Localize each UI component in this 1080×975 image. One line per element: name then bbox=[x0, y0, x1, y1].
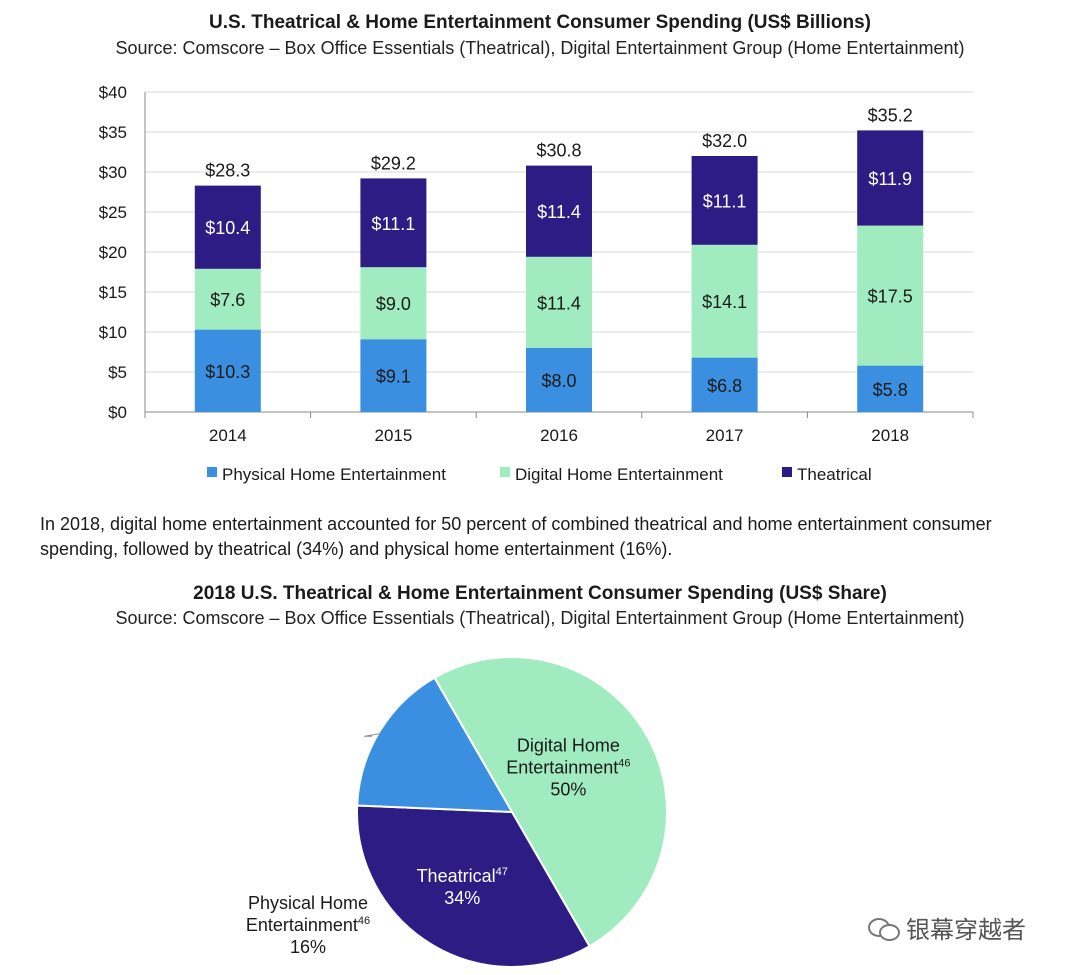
bar-segment bbox=[857, 130, 924, 226]
y-tick-label: $15 bbox=[99, 283, 127, 302]
bar-segment bbox=[194, 329, 261, 412]
theatrical-label: Theatrical47 bbox=[417, 866, 508, 886]
physical-percent: 16% bbox=[290, 937, 326, 957]
legend-swatch bbox=[207, 467, 217, 477]
theatrical-percent: 34% bbox=[444, 888, 480, 908]
x-tick-label: 2015 bbox=[374, 426, 412, 445]
pie-chart-title: 2018 U.S. Theatrical & Home Entertainmen… bbox=[193, 583, 887, 604]
y-tick-label: $35 bbox=[99, 123, 127, 142]
summary-paragraph: In 2018, digital home entertainment acco… bbox=[40, 514, 992, 559]
total-label: $28.3 bbox=[205, 161, 250, 181]
y-tick-label: $20 bbox=[99, 243, 127, 262]
watermark: 银幕穿越者 bbox=[868, 910, 1026, 945]
digital-percent: 50% bbox=[550, 779, 586, 799]
physical-label: Entertainment46 bbox=[246, 915, 370, 935]
data-label: $11.9 bbox=[868, 169, 912, 189]
y-tick-label: $10 bbox=[99, 323, 127, 342]
total-label: $32.0 bbox=[702, 131, 747, 151]
data-label: $6.8 bbox=[707, 376, 742, 396]
leader-line bbox=[363, 732, 383, 737]
y-tick-label: $30 bbox=[99, 163, 127, 182]
data-label: $10.4 bbox=[205, 218, 250, 238]
x-tick-label: 2018 bbox=[871, 426, 909, 445]
y-tick-label: $25 bbox=[99, 203, 127, 222]
legend-swatch bbox=[500, 467, 510, 477]
total-label: $30.8 bbox=[536, 141, 581, 161]
bar-segment bbox=[360, 339, 427, 412]
digital-superscript: 46 bbox=[618, 757, 630, 769]
data-label: $9.1 bbox=[376, 367, 411, 387]
pie-slice bbox=[356, 676, 514, 814]
digital-label: Entertainment46 bbox=[506, 757, 630, 777]
bar-segment bbox=[360, 178, 427, 268]
x-tick-label: 2014 bbox=[209, 426, 247, 445]
total-label: $35.2 bbox=[868, 105, 913, 125]
stacked-bar-chart: $0 $5 $10 $15 $20 $25 $30 $35 $40 $10.3 $7.6 $10.4 $… bbox=[99, 83, 974, 484]
data-label: $11.1 bbox=[703, 191, 747, 211]
legend-label: Theatrical bbox=[797, 465, 872, 484]
data-label: $7.6 bbox=[210, 290, 245, 310]
data-label: $10.3 bbox=[205, 362, 250, 382]
data-label: $9.0 bbox=[376, 294, 411, 314]
data-label: $14.1 bbox=[702, 292, 747, 312]
bar-segment bbox=[194, 268, 261, 330]
bar-segment bbox=[526, 165, 592, 257]
data-label: $11.4 bbox=[537, 293, 581, 313]
pie-slice bbox=[433, 656, 668, 948]
legend-swatch bbox=[782, 467, 792, 477]
bar-segment bbox=[360, 267, 427, 340]
bar-chart-title: U.S. Theatrical & Home Entertainment Con… bbox=[209, 12, 871, 33]
bar-segment bbox=[857, 225, 924, 366]
total-label: $29.2 bbox=[371, 153, 416, 173]
watermark-text: 银幕穿越者 bbox=[906, 916, 1026, 944]
physical-label: Physical Home bbox=[248, 893, 368, 913]
bar-segment bbox=[526, 348, 592, 412]
bar-segment bbox=[194, 185, 261, 269]
pie-chart-subtitle: Source: Comscore – Box Office Essentials… bbox=[115, 608, 965, 628]
x-tick-label: 2017 bbox=[706, 426, 744, 445]
theatrical-superscript: 47 bbox=[496, 866, 508, 878]
physical-superscript: 46 bbox=[358, 915, 370, 927]
y-tick-label: $0 bbox=[108, 403, 127, 422]
data-label: $17.5 bbox=[868, 287, 913, 307]
y-tick-label: $40 bbox=[99, 83, 127, 102]
bar-segment bbox=[691, 244, 758, 358]
pie-slice bbox=[356, 804, 591, 968]
wechat-icon bbox=[868, 916, 900, 941]
bar-segment bbox=[691, 357, 758, 412]
digital-label: Digital Home bbox=[517, 735, 620, 755]
legend-label: Physical Home Entertainment bbox=[222, 465, 446, 484]
y-tick-label: $5 bbox=[108, 363, 127, 382]
data-label: $8.0 bbox=[541, 371, 576, 391]
data-label: $11.1 bbox=[372, 214, 416, 234]
data-label: $11.4 bbox=[537, 202, 581, 222]
x-tick-label: 2016 bbox=[540, 426, 578, 445]
bar-segment bbox=[857, 365, 924, 412]
bar-segment bbox=[526, 256, 592, 348]
bar-segment bbox=[691, 156, 758, 245]
legend-label: Digital Home Entertainment bbox=[515, 465, 723, 484]
bar-chart-subtitle: Source: Comscore – Box Office Essentials… bbox=[115, 38, 965, 58]
data-label: $5.8 bbox=[873, 380, 908, 400]
